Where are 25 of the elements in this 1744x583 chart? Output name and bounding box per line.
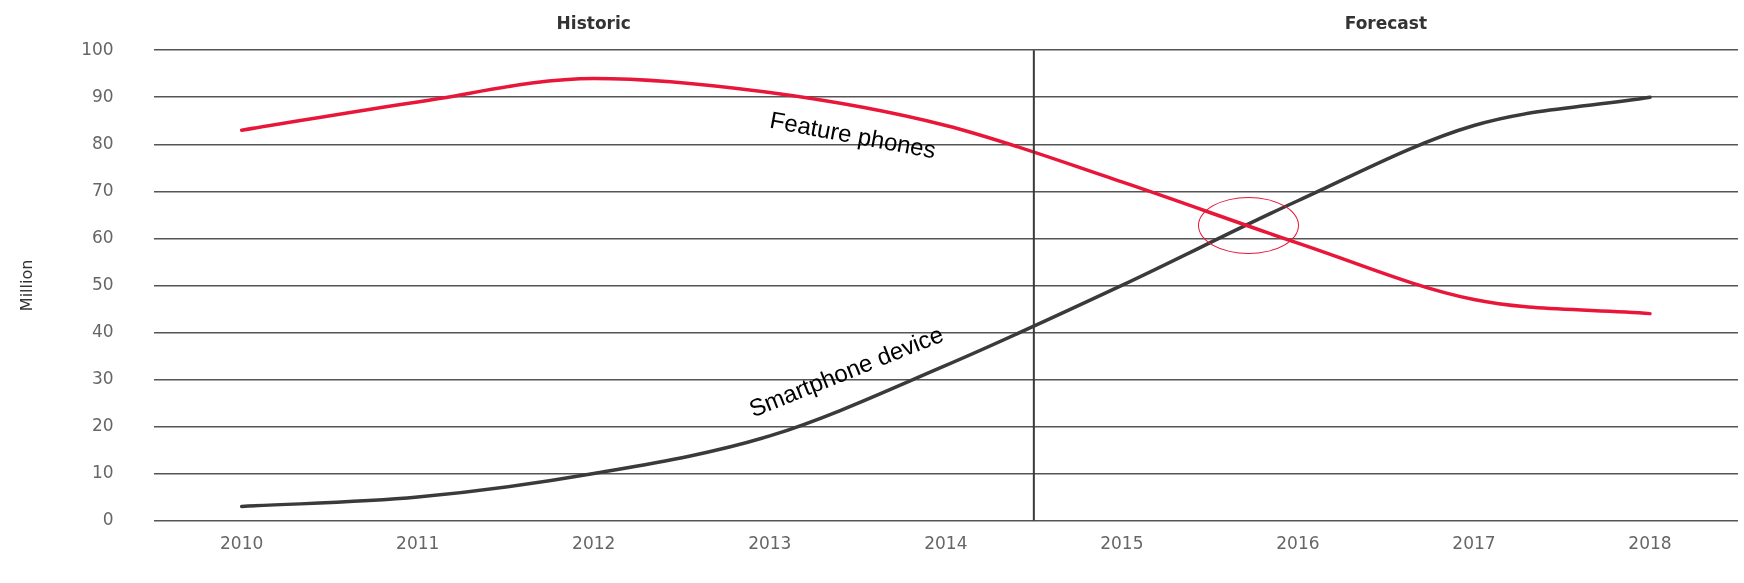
x-tick-label: 2011 (396, 533, 440, 554)
x-tick-label: 2015 (1100, 533, 1144, 554)
y-tick-label: 50 (92, 273, 114, 294)
y-tick-label: 10 (92, 461, 114, 482)
y-tick-label: 60 (92, 226, 114, 247)
x-tick-label: 2013 (748, 533, 792, 554)
y-tick-label: 80 (92, 132, 114, 153)
x-tick-label: 2012 (572, 533, 616, 554)
x-tick-label: 2017 (1452, 533, 1496, 554)
y-tick-label: 20 (92, 414, 114, 435)
text: Feature phones (767, 105, 939, 164)
x-tick-label: 2014 (924, 533, 968, 554)
y-tick-label: 0 (102, 509, 114, 530)
text: Historic (556, 12, 631, 33)
line-series (239, 76, 1652, 316)
y-axis-title: Million (16, 259, 36, 312)
x-tick-label: 2010 (220, 533, 264, 554)
x-tick-label: 2018 (1628, 533, 1672, 554)
x-tick-label: 2016 (1276, 533, 1320, 554)
y-tick-label: 100 (81, 38, 114, 59)
y-tick-label: 90 (92, 85, 114, 106)
y-tick-label: 70 (92, 179, 114, 200)
y-tick-label: 40 (92, 320, 114, 341)
y-tick-label: 30 (92, 367, 114, 388)
text: Forecast (1344, 12, 1428, 33)
